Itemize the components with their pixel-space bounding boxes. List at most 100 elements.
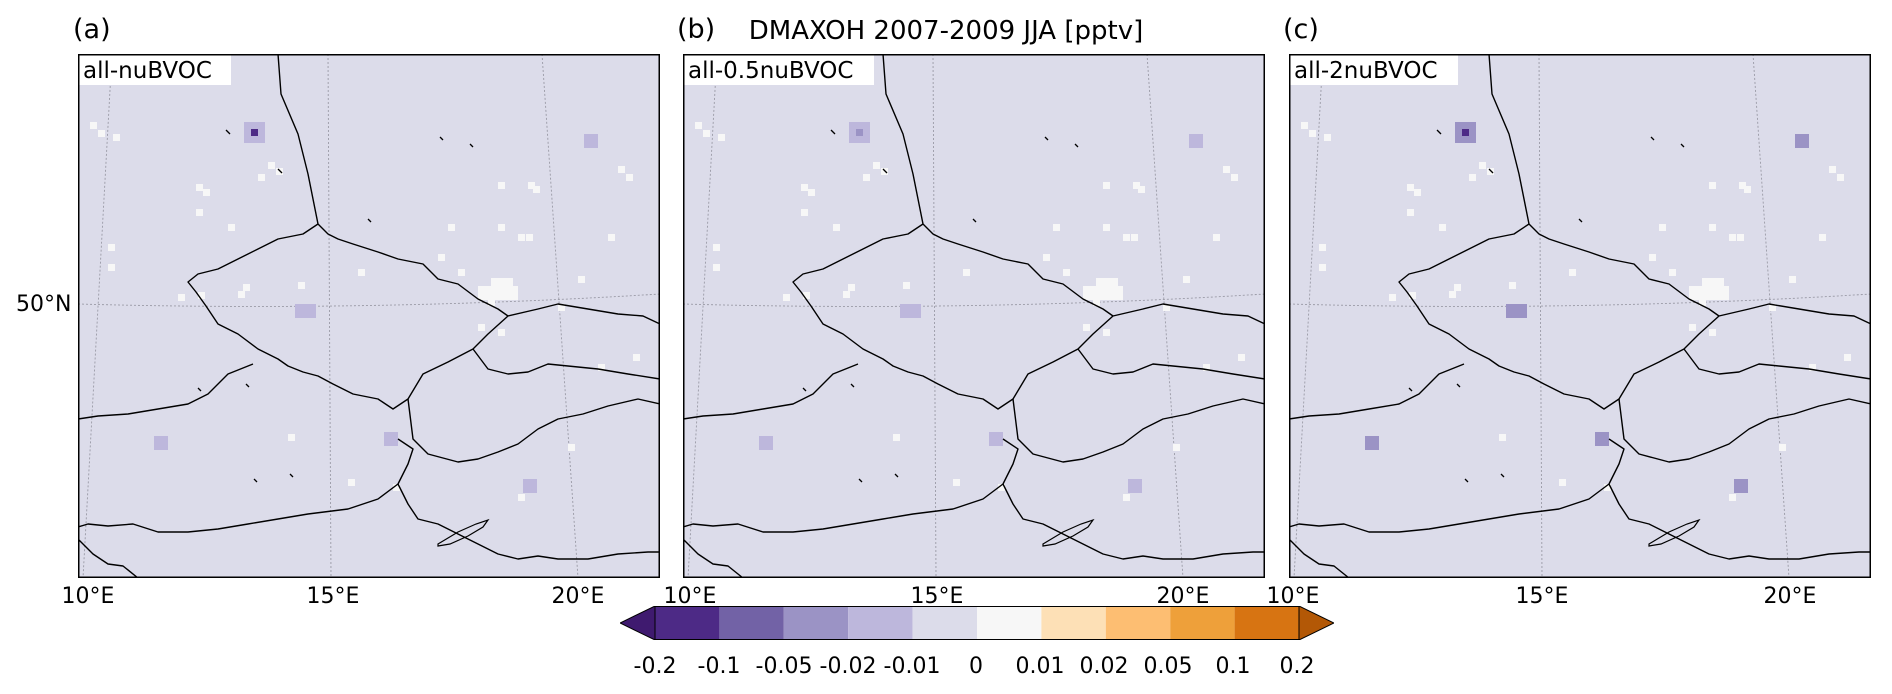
negative-cell [391, 432, 398, 439]
negative-cell [1602, 439, 1609, 446]
positive-cell [1669, 269, 1676, 276]
positive-cell [1709, 224, 1716, 231]
positive-cell [518, 494, 525, 501]
positive-cell [1739, 182, 1746, 189]
positive-cell [1819, 234, 1826, 241]
colorbar-segment [1041, 606, 1106, 640]
negative-cell [309, 311, 316, 318]
lake-outline [1042, 518, 1095, 547]
negative-cell [856, 122, 863, 129]
negative-cell [856, 136, 863, 143]
negative-cell [258, 129, 265, 136]
positive-cell [1449, 291, 1456, 298]
positive-cell [1083, 324, 1090, 331]
country-border [1618, 398, 1871, 463]
negative-cell [251, 136, 258, 143]
negative-cell [302, 311, 309, 318]
colorbar-tick: 0 [969, 654, 983, 679]
negative-cell [1135, 486, 1142, 493]
negative-cell [1469, 122, 1476, 129]
country-border [507, 303, 660, 325]
coast-fragment [225, 129, 231, 135]
positive-cell [1454, 284, 1461, 291]
negative-cell [1372, 436, 1379, 443]
coast-fragment [1436, 129, 1442, 135]
coast-fragment [1488, 168, 1494, 174]
coast-fragment [469, 143, 474, 148]
positive-cell [578, 276, 585, 283]
coast-fragment [850, 383, 855, 388]
positive-cell [1604, 484, 1611, 491]
negative-cell [914, 311, 921, 318]
negative-cell [863, 122, 870, 129]
positive-cell [1729, 234, 1736, 241]
country-border [1488, 54, 1720, 317]
positive-cell [498, 224, 505, 231]
positive-cell [393, 484, 400, 491]
coast-fragment [1578, 218, 1583, 223]
positive-patch [1702, 278, 1724, 288]
lon-label-b-20E: 20°E [1156, 584, 1210, 609]
coast-fragment [289, 473, 294, 478]
gridline [82, 54, 113, 578]
negative-cell [856, 129, 863, 136]
positive-cell [863, 174, 870, 181]
negative-cell [1602, 432, 1609, 439]
negative-cell [1135, 479, 1142, 486]
negative-cell [154, 443, 161, 450]
coast-fragment [1408, 387, 1413, 392]
coast-fragment [858, 478, 863, 483]
country-border [78, 363, 254, 420]
positive-cell [108, 264, 115, 271]
positive-patch [1096, 278, 1118, 288]
positive-cell [1093, 299, 1100, 306]
positive-cell [1389, 294, 1396, 301]
gridline [78, 293, 660, 307]
positive-cell [1324, 134, 1331, 141]
colorbar-tick: -0.2 [633, 654, 677, 679]
negative-cell [384, 439, 391, 446]
negative-cell [309, 304, 316, 311]
negative-cell [384, 432, 391, 439]
coast-fragment [894, 473, 899, 478]
positive-cell [1844, 354, 1851, 361]
country-border [1289, 438, 1625, 533]
country-border [792, 223, 1114, 410]
positive-cell [458, 269, 465, 276]
positive-cell [1203, 364, 1210, 371]
positive-cell [1809, 364, 1816, 371]
positive-cell [268, 162, 275, 169]
positive-cell [243, 284, 250, 291]
lat-label-50N: 50°N [16, 292, 72, 317]
positive-cell [1123, 494, 1130, 501]
negative-cell [1462, 136, 1469, 143]
positive-cell [1183, 276, 1190, 283]
coast-fragment [277, 168, 283, 174]
coast-fragment [802, 387, 807, 392]
country-border [1112, 303, 1265, 325]
positive-cell [1103, 224, 1110, 231]
colorbar-tick: 0.1 [1215, 654, 1251, 679]
negative-cell [1372, 443, 1379, 450]
positive-cell [998, 484, 1005, 491]
positive-cell [478, 324, 485, 331]
positive-cell [1301, 122, 1308, 129]
positive-cell [1163, 304, 1170, 311]
positive-cell [1499, 434, 1506, 441]
map-panel-a: all-nuBVOC [78, 54, 660, 578]
negative-cell [1469, 129, 1476, 136]
positive-cell [448, 224, 455, 231]
colorbar-segment [655, 606, 720, 640]
positive-cell [98, 130, 105, 137]
negative-cell [907, 311, 914, 318]
colorbar [618, 605, 1336, 644]
negative-cell [996, 432, 1003, 439]
positive-cell [953, 479, 960, 486]
positive-cell [1053, 224, 1060, 231]
negative-cell [989, 432, 996, 439]
positive-cell [178, 294, 185, 301]
positive-cell [1407, 184, 1414, 191]
negative-cell [1365, 443, 1372, 450]
positive-cell [881, 168, 888, 175]
panel-label-box [1290, 55, 1458, 85]
